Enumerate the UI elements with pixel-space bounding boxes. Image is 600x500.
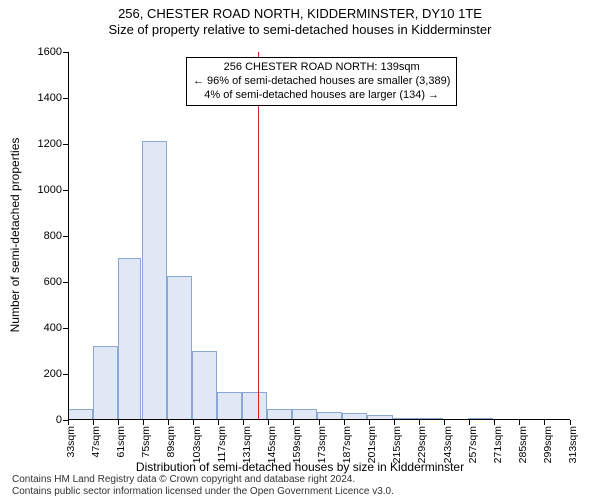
y-axis-label: Number of semi-detached properties — [8, 138, 22, 333]
annotation-line-3: 4% of semi-detached houses are larger (1… — [193, 89, 450, 103]
footnote: Contains HM Land Registry data © Crown c… — [12, 474, 394, 497]
histogram-bar — [192, 351, 217, 420]
x-axis-label: Distribution of semi-detached houses by … — [0, 460, 600, 474]
xtick-label: 145sqm — [266, 426, 278, 463]
histogram-bar — [167, 276, 192, 420]
xtick-mark — [544, 420, 545, 425]
ytick-label: 0 — [56, 414, 62, 426]
title-line-2: Size of property relative to semi-detach… — [0, 22, 600, 38]
annotation-box: 256 CHESTER ROAD NORTH: 139sqm← 96% of s… — [186, 57, 457, 106]
xtick-label: 313sqm — [567, 426, 579, 463]
xtick-label: 243sqm — [442, 426, 454, 463]
xtick-mark — [243, 420, 244, 425]
xtick-mark — [268, 420, 269, 425]
xtick-mark — [218, 420, 219, 425]
xtick-mark — [394, 420, 395, 425]
xtick-label: 117sqm — [216, 426, 228, 463]
xtick-label: 103sqm — [191, 426, 203, 463]
xtick-label: 61sqm — [115, 426, 127, 458]
ytick-label: 400 — [44, 322, 62, 334]
xtick-mark — [93, 420, 94, 425]
xtick-mark — [168, 420, 169, 425]
annotation-line-1: 256 CHESTER ROAD NORTH: 139sqm — [193, 61, 450, 75]
ytick-label: 1400 — [38, 92, 62, 104]
xtick-mark — [570, 420, 571, 425]
xtick-label: 173sqm — [316, 426, 328, 463]
xtick-label: 285sqm — [517, 426, 529, 463]
xtick-mark — [143, 420, 144, 425]
xtick-mark — [494, 420, 495, 425]
xtick-label: 75sqm — [140, 426, 152, 458]
chart-title-block: 256, CHESTER ROAD NORTH, KIDDERMINSTER, … — [0, 0, 600, 39]
xtick-mark — [319, 420, 320, 425]
xtick-mark — [444, 420, 445, 425]
footnote-line-2: Contains public sector information licen… — [12, 486, 394, 498]
y-axis-line — [68, 52, 69, 420]
xtick-mark — [193, 420, 194, 425]
chart-plot-area: 0200400600800100012001400160033sqm47sqm6… — [68, 52, 570, 420]
histogram-bar — [142, 141, 167, 420]
ytick-label: 600 — [44, 276, 62, 288]
xtick-mark — [118, 420, 119, 425]
xtick-label: 89sqm — [165, 426, 177, 458]
xtick-label: 159sqm — [291, 426, 303, 463]
xtick-label: 187sqm — [341, 426, 353, 463]
histogram-bar — [242, 392, 267, 420]
xtick-label: 215sqm — [391, 426, 403, 463]
xtick-label: 33sqm — [65, 426, 77, 458]
xtick-label: 229sqm — [416, 426, 428, 463]
histogram-bar — [93, 346, 118, 420]
xtick-label: 257sqm — [467, 426, 479, 463]
xtick-label: 47sqm — [90, 426, 102, 458]
xtick-mark — [344, 420, 345, 425]
x-axis-line — [68, 419, 570, 420]
xtick-mark — [68, 420, 69, 425]
annotation-line-2: ← 96% of semi-detached houses are smalle… — [193, 75, 450, 89]
title-line-1: 256, CHESTER ROAD NORTH, KIDDERMINSTER, … — [0, 6, 600, 22]
ytick-label: 800 — [44, 230, 62, 242]
footnote-line-1: Contains HM Land Registry data © Crown c… — [12, 474, 394, 486]
xtick-label: 299sqm — [542, 426, 554, 463]
xtick-mark — [469, 420, 470, 425]
ytick-label: 1600 — [38, 46, 62, 58]
xtick-mark — [519, 420, 520, 425]
xtick-label: 271sqm — [492, 426, 504, 463]
xtick-mark — [293, 420, 294, 425]
histogram-bar — [217, 392, 242, 420]
xtick-mark — [369, 420, 370, 425]
histogram-bar — [118, 258, 141, 420]
xtick-label: 201sqm — [366, 426, 378, 463]
ytick-label: 200 — [44, 368, 62, 380]
ytick-label: 1000 — [38, 184, 62, 196]
reference-line — [258, 52, 259, 420]
xtick-mark — [419, 420, 420, 425]
xtick-label: 131sqm — [241, 426, 253, 463]
ytick-label: 1200 — [38, 138, 62, 150]
